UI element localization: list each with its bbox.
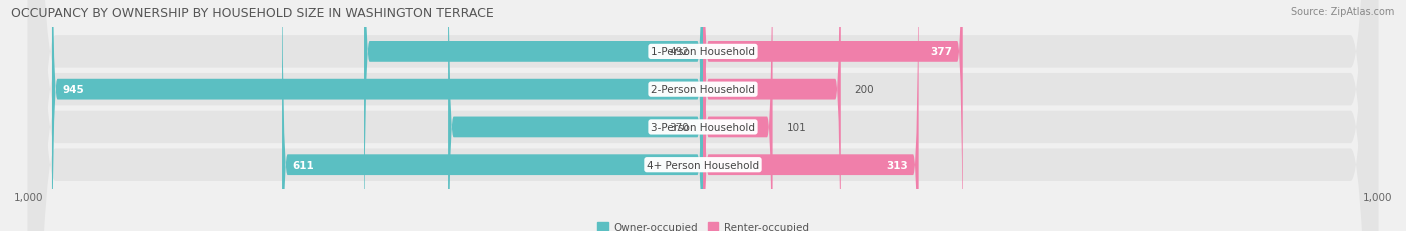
Text: Source: ZipAtlas.com: Source: ZipAtlas.com (1291, 7, 1395, 17)
FancyBboxPatch shape (283, 0, 703, 231)
Text: 200: 200 (855, 85, 875, 95)
Text: 945: 945 (62, 85, 84, 95)
FancyBboxPatch shape (28, 0, 1378, 231)
Legend: Owner-occupied, Renter-occupied: Owner-occupied, Renter-occupied (593, 218, 813, 231)
Text: 101: 101 (786, 122, 806, 132)
FancyBboxPatch shape (703, 0, 963, 231)
Text: 3-Person Household: 3-Person Household (651, 122, 755, 132)
FancyBboxPatch shape (703, 0, 772, 231)
FancyBboxPatch shape (703, 0, 918, 231)
Text: 377: 377 (931, 47, 952, 57)
Text: OCCUPANCY BY OWNERSHIP BY HOUSEHOLD SIZE IN WASHINGTON TERRACE: OCCUPANCY BY OWNERSHIP BY HOUSEHOLD SIZE… (11, 7, 494, 20)
Text: 492: 492 (669, 47, 689, 57)
FancyBboxPatch shape (364, 0, 703, 231)
Text: 4+ Person Household: 4+ Person Household (647, 160, 759, 170)
Text: 313: 313 (887, 160, 908, 170)
FancyBboxPatch shape (52, 0, 703, 231)
Text: 1,000: 1,000 (1362, 192, 1392, 202)
Text: 1,000: 1,000 (14, 192, 44, 202)
FancyBboxPatch shape (28, 0, 1378, 231)
FancyBboxPatch shape (28, 0, 1378, 231)
FancyBboxPatch shape (703, 0, 841, 231)
Text: 611: 611 (292, 160, 314, 170)
Text: 1-Person Household: 1-Person Household (651, 47, 755, 57)
Text: 2-Person Household: 2-Person Household (651, 85, 755, 95)
Text: 370: 370 (669, 122, 689, 132)
FancyBboxPatch shape (449, 0, 703, 231)
FancyBboxPatch shape (28, 0, 1378, 231)
